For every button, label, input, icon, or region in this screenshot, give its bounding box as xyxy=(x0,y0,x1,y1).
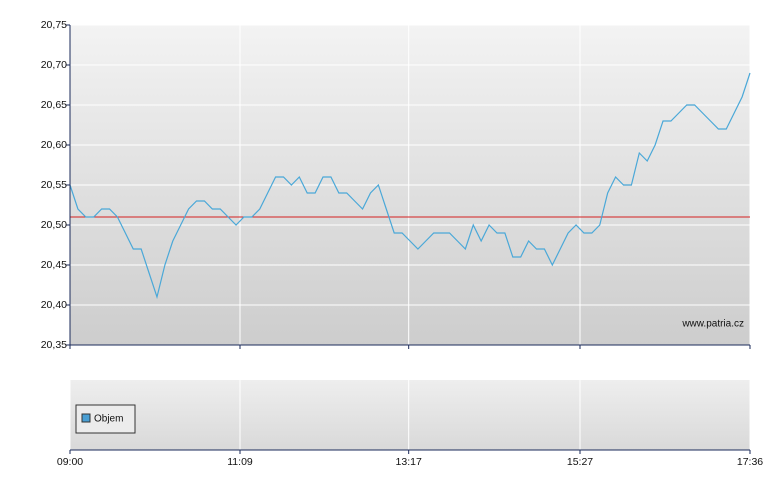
y-tick-label: 20,75 xyxy=(41,19,67,31)
y-tick-label: 20,35 xyxy=(41,339,67,351)
legend-label: Objem xyxy=(94,414,123,425)
marks xyxy=(69,72,751,300)
x-tick-label: 17:36 xyxy=(737,456,763,468)
y-tick-label: 20,65 xyxy=(41,99,67,111)
y-tick-label: 20,40 xyxy=(41,299,67,311)
y-tick-label: 20,60 xyxy=(41,139,67,151)
watermark: www.patria.cz xyxy=(681,319,744,330)
y-tick-label: 20,45 xyxy=(41,259,67,271)
legend-swatch xyxy=(81,413,91,423)
x-tick-label: 09:00 xyxy=(57,456,83,468)
y-tick-label: 20,50 xyxy=(41,219,67,231)
volume-area xyxy=(70,380,750,450)
y-tick-label: 20,55 xyxy=(41,179,67,191)
x-tick-label: 11:09 xyxy=(227,456,253,468)
y-tick-label: 20,70 xyxy=(41,59,67,71)
price-line xyxy=(69,72,751,300)
x-tick-label: 13:17 xyxy=(396,456,422,468)
x-tick-label: 15:27 xyxy=(567,456,593,468)
